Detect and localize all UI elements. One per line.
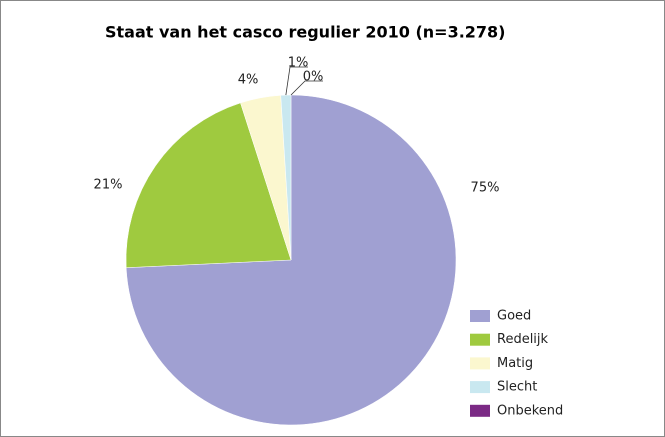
legend-swatch: [470, 333, 490, 346]
legend-label: Matig: [497, 356, 533, 371]
legend-label: Onbekend: [497, 403, 563, 418]
legend-swatch: [470, 404, 490, 417]
legend-swatch: [470, 310, 490, 322]
data-label: 0%: [303, 70, 324, 85]
pie-slice: [280, 94, 292, 261]
data-label: 21%: [94, 178, 123, 193]
leader-line: [285, 66, 308, 96]
legend-label: Redelijk: [497, 332, 549, 347]
leader-line: [290, 80, 323, 96]
data-label: 1%: [288, 56, 309, 71]
data-label: 75%: [471, 181, 500, 196]
legend-swatch: [470, 357, 490, 370]
chart-title: Staat van het casco regulier 2010 (n=3.2…: [105, 23, 505, 42]
legend-swatch: [470, 381, 490, 394]
data-label: 4%: [238, 73, 259, 88]
legend-label: Goed: [497, 309, 531, 324]
legend-label: Slecht: [497, 380, 537, 395]
pie-slice: [125, 102, 292, 268]
